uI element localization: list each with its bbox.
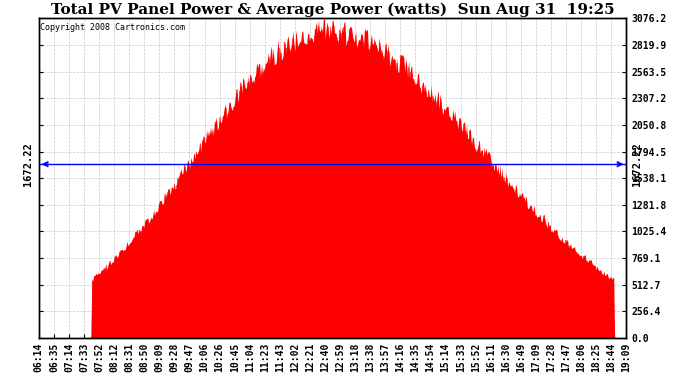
Title: Total PV Panel Power & Average Power (watts)  Sun Aug 31  19:25: Total PV Panel Power & Average Power (wa… xyxy=(51,3,614,17)
Text: Copyright 2008 Cartronics.com: Copyright 2008 Cartronics.com xyxy=(40,23,185,32)
Text: 1672.22: 1672.22 xyxy=(23,142,33,186)
Text: 1672.22: 1672.22 xyxy=(632,142,642,186)
